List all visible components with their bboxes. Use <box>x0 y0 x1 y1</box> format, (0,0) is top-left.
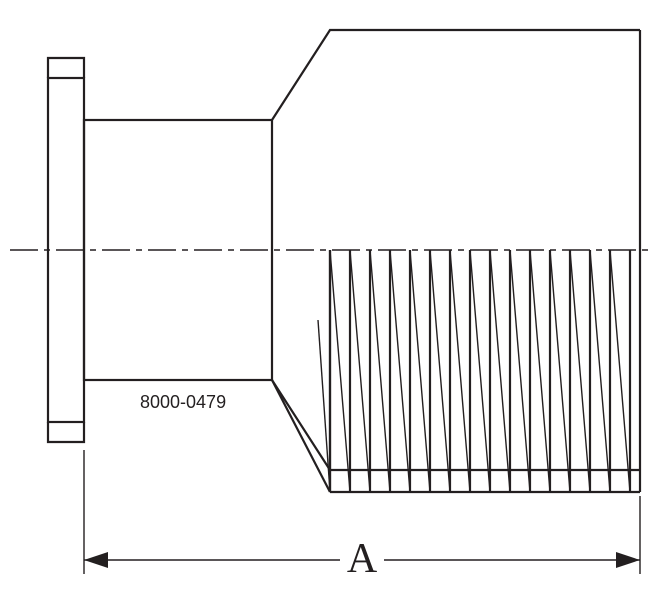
part-number: 8000-0479 <box>140 392 226 412</box>
thread-section <box>272 250 640 492</box>
arrowhead-right <box>616 552 640 568</box>
body-top-edge <box>272 30 640 120</box>
flange-rim-bottom <box>48 422 84 442</box>
arrowhead-left <box>84 552 108 568</box>
engineering-drawing: 8000-0479 A <box>0 0 660 600</box>
dimension-label: A <box>347 536 378 582</box>
flange-rim-top <box>48 58 84 78</box>
